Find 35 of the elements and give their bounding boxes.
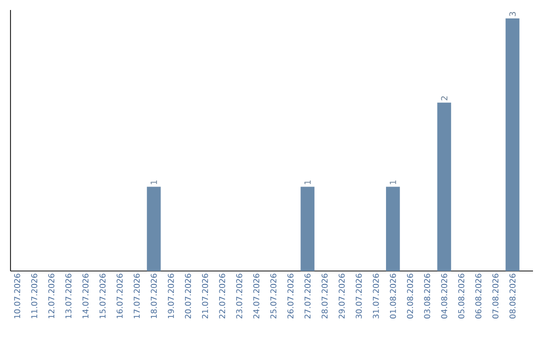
x-tick-label: 26.07.2026 <box>287 274 294 318</box>
x-tick-label: 29.07.2026 <box>338 274 345 318</box>
data-label: 1 <box>390 180 396 184</box>
x-tick-label: 16.07.2026 <box>116 274 123 318</box>
x-tick-label: 24.07.2026 <box>253 274 260 318</box>
x-tick-label: 06.08.2026 <box>475 274 482 318</box>
x-tick-label: 22.07.2026 <box>219 274 226 318</box>
x-tick-label: 12.07.2026 <box>48 274 54 318</box>
data-label: 1 <box>304 180 311 184</box>
x-tick-label: 21.07.2026 <box>202 274 208 318</box>
x-tick-label: 01.08.2026 <box>390 274 396 318</box>
x-tick-label: 07.08.2026 <box>492 274 498 318</box>
x-tick-label: 27.07.2026 <box>304 274 311 318</box>
x-tick-label: 30.07.2026 <box>356 274 362 318</box>
x-tick-label: 18.07.2026 <box>150 274 157 318</box>
x-tick-label: 08.08.2026 <box>509 274 516 318</box>
x-tick-label: 04.08.2026 <box>441 274 448 318</box>
data-label: 3 <box>509 12 516 16</box>
x-tick-label: 10.07.2026 <box>14 274 20 318</box>
x-tick-label: 25.07.2026 <box>270 274 276 318</box>
x-tick-label: 23.07.2026 <box>236 274 242 318</box>
x-tick-label: 19.07.2026 <box>168 274 174 318</box>
data-label: 1 <box>150 180 157 184</box>
x-tick-label: 05.08.2026 <box>458 274 464 318</box>
x-tick-label: 17.07.2026 <box>134 274 140 318</box>
x-tick-label: 11.07.2026 <box>31 274 38 318</box>
x-tick-label: 28.07.2026 <box>322 274 328 318</box>
x-tick-label: 03.08.2026 <box>424 274 430 318</box>
x-tick-label: 20.07.2026 <box>184 274 191 318</box>
data-label: 2 <box>441 96 448 100</box>
x-tick-label: 02.08.2026 <box>406 274 414 318</box>
x-tick-label: 14.07.2026 <box>82 274 89 318</box>
x-tick-label: 15.07.2026 <box>100 274 106 318</box>
x-tick-label: 13.07.2026 <box>65 274 72 318</box>
x-tick-label: 31.07.2026 <box>372 274 379 318</box>
